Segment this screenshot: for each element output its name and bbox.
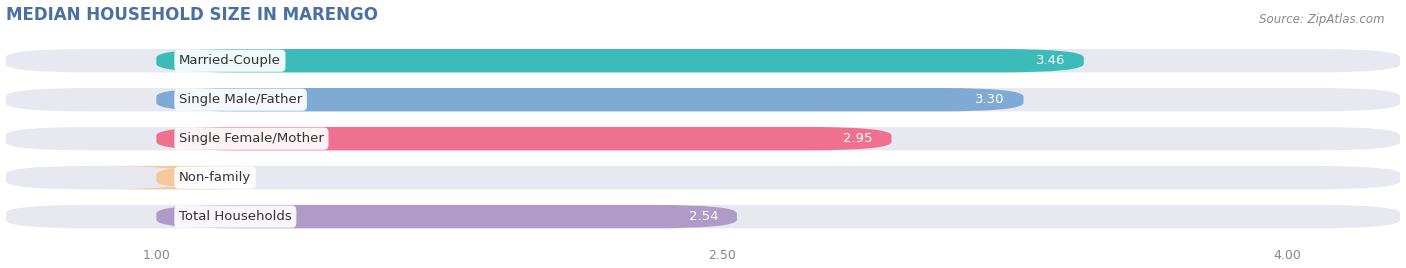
Text: MEDIAN HOUSEHOLD SIZE IN MARENGO: MEDIAN HOUSEHOLD SIZE IN MARENGO	[6, 6, 378, 24]
Text: Single Female/Mother: Single Female/Mother	[179, 132, 323, 145]
Text: Source: ZipAtlas.com: Source: ZipAtlas.com	[1260, 13, 1385, 27]
Text: 3.46: 3.46	[1036, 54, 1064, 67]
FancyBboxPatch shape	[156, 205, 737, 228]
FancyBboxPatch shape	[6, 205, 1400, 228]
Text: Single Male/Father: Single Male/Father	[179, 93, 302, 106]
FancyBboxPatch shape	[6, 88, 1400, 111]
FancyBboxPatch shape	[6, 49, 1400, 72]
Text: 1.08: 1.08	[212, 171, 242, 184]
FancyBboxPatch shape	[156, 88, 1024, 111]
FancyBboxPatch shape	[6, 166, 1400, 189]
Text: 3.30: 3.30	[976, 93, 1005, 106]
Text: Married-Couple: Married-Couple	[179, 54, 281, 67]
FancyBboxPatch shape	[6, 127, 1400, 150]
FancyBboxPatch shape	[156, 49, 1084, 72]
Text: Non-family: Non-family	[179, 171, 252, 184]
FancyBboxPatch shape	[104, 166, 239, 189]
Text: 2.95: 2.95	[844, 132, 873, 145]
Text: Total Households: Total Households	[179, 210, 291, 223]
FancyBboxPatch shape	[156, 127, 891, 150]
Text: 2.54: 2.54	[689, 210, 718, 223]
